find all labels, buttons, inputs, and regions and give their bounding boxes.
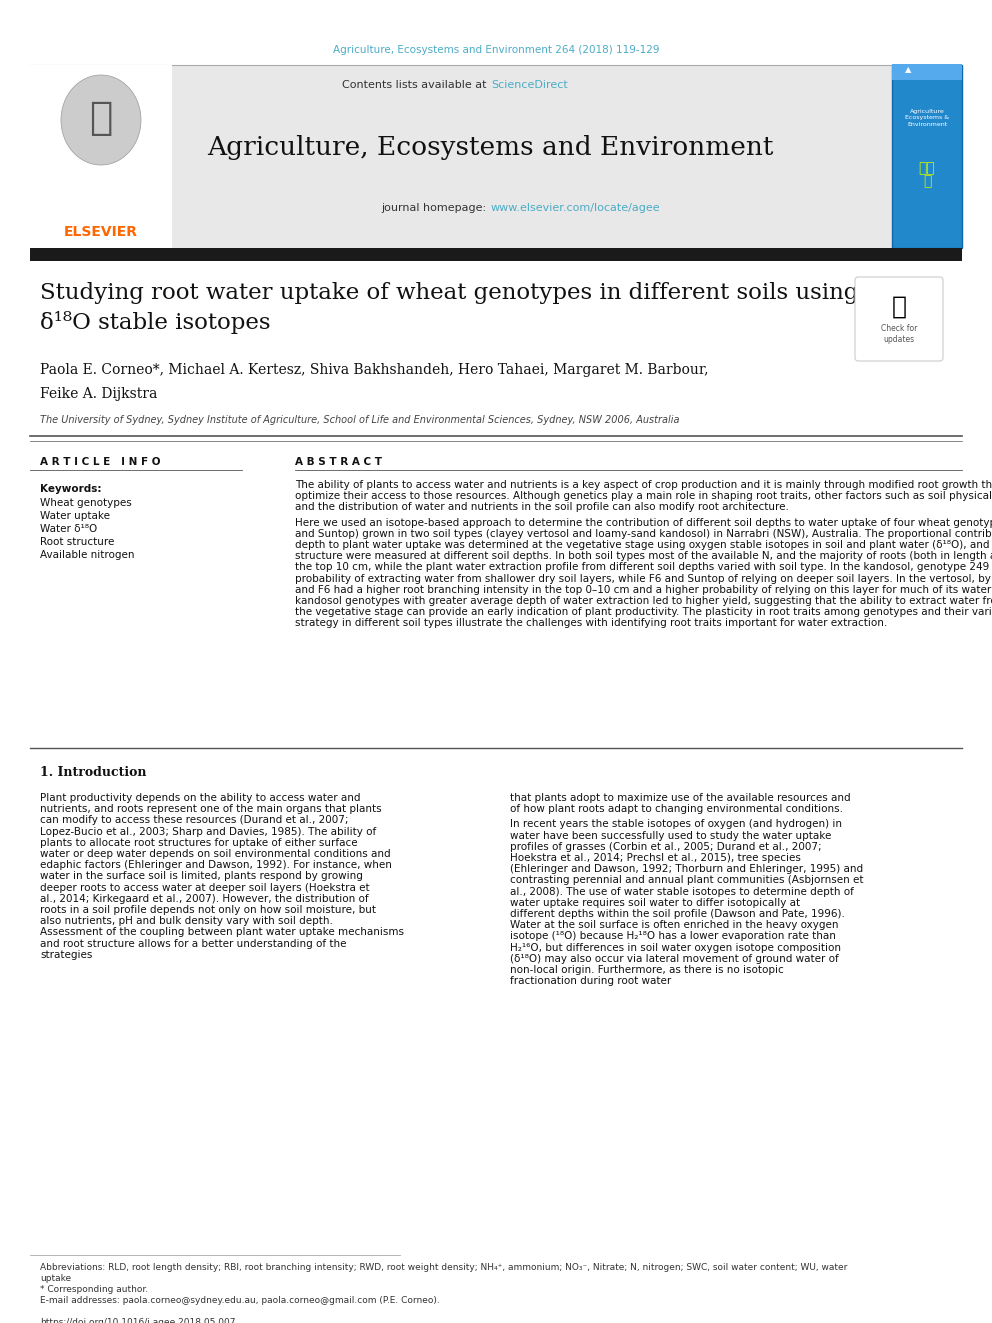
Text: Contents lists available at: Contents lists available at [342, 79, 490, 90]
Text: δ¹⁸O stable isotopes: δ¹⁸O stable isotopes [40, 311, 271, 333]
Text: In recent years the stable isotopes of oxygen (and hydrogen) in: In recent years the stable isotopes of o… [510, 819, 842, 830]
Text: water uptake requires soil water to differ isotopically at: water uptake requires soil water to diff… [510, 898, 801, 908]
Text: water or deep water depends on soil environmental conditions and: water or deep water depends on soil envi… [40, 849, 391, 859]
Text: depth to plant water uptake was determined at the vegetative stage using oxygen : depth to plant water uptake was determin… [295, 540, 992, 550]
Text: Assessment of the coupling between plant water uptake mechanisms: Assessment of the coupling between plant… [40, 927, 404, 938]
Text: strategy in different soil types illustrate the challenges with identifying root: strategy in different soil types illustr… [295, 618, 887, 628]
Text: edaphic factors (Ehleringer and Dawson, 1992). For instance, when: edaphic factors (Ehleringer and Dawson, … [40, 860, 392, 871]
Text: deeper roots to access water at deeper soil layers (Hoekstra et: deeper roots to access water at deeper s… [40, 882, 370, 893]
Text: Water at the soil surface is often enriched in the heavy oxygen: Water at the soil surface is often enric… [510, 921, 838, 930]
Text: Agriculture, Ecosystems and Environment: Agriculture, Ecosystems and Environment [206, 135, 773, 160]
Bar [30, 65, 892, 247]
Text: Studying root water uptake of wheat genotypes in different soils using water: Studying root water uptake of wheat geno… [40, 282, 932, 304]
Text: E-mail addresses: paola.corneo@sydney.edu.au, paola.corneo@gmail.com (P.E. Corne: E-mail addresses: paola.corneo@sydney.ed… [40, 1297, 439, 1304]
Text: al., 2008). The use of water stable isotopes to determine depth of: al., 2008). The use of water stable isot… [510, 886, 854, 897]
Text: the top 10 cm, while the plant water extraction profile from different soil dept: the top 10 cm, while the plant water ext… [295, 562, 992, 573]
Text: water in the surface soil is limited, plants respond by growing: water in the surface soil is limited, pl… [40, 872, 363, 881]
FancyBboxPatch shape [855, 277, 943, 361]
Text: Here we used an isotope-based approach to determine the contribution of differen: Here we used an isotope-based approach t… [295, 517, 992, 528]
Text: and Suntop) grown in two soil types (clayey vertosol and loamy-sand kandosol) in: and Suntop) grown in two soil types (cla… [295, 529, 992, 538]
Text: A R T I C L E   I N F O: A R T I C L E I N F O [40, 456, 161, 467]
Text: fractionation during root water: fractionation during root water [510, 976, 672, 986]
Text: Lopez-Bucio et al., 2003; Sharp and Davies, 1985). The ability of: Lopez-Bucio et al., 2003; Sharp and Davi… [40, 827, 376, 836]
Text: Wheat genotypes: Wheat genotypes [40, 497, 132, 508]
Text: 🌲: 🌲 [89, 99, 113, 138]
Text: and root structure allows for a better understanding of the: and root structure allows for a better u… [40, 938, 346, 949]
Text: ▲: ▲ [905, 65, 912, 74]
Text: * Corresponding author.: * Corresponding author. [40, 1285, 148, 1294]
Text: and the distribution of water and nutrients in the soil profile can also modify : and the distribution of water and nutrie… [295, 503, 789, 512]
Text: optimize their access to those resources. Although genetics play a main role in : optimize their access to those resources… [295, 491, 992, 501]
Text: Available nitrogen: Available nitrogen [40, 550, 135, 560]
Bar [892, 64, 962, 79]
Text: probability of extracting water from shallower dry soil layers, while F6 and Sun: probability of extracting water from sha… [295, 574, 992, 583]
Text: Check for
updates: Check for updates [881, 324, 918, 344]
Text: al., 2014; Kirkegaard et al., 2007). However, the distribution of: al., 2014; Kirkegaard et al., 2007). How… [40, 894, 369, 904]
Text: water have been successfully used to study the water uptake: water have been successfully used to stu… [510, 831, 831, 840]
Text: Water δ¹⁸O: Water δ¹⁸O [40, 524, 97, 534]
Text: can modify to access these resources (Durand et al., 2007;: can modify to access these resources (Du… [40, 815, 348, 826]
Text: Keywords:: Keywords: [40, 484, 101, 493]
Text: H₂¹⁶O, but differences in soil water oxygen isotope composition: H₂¹⁶O, but differences in soil water oxy… [510, 942, 841, 953]
Text: kandosol genotypes with greater average depth of water extraction led to higher : kandosol genotypes with greater average … [295, 595, 992, 606]
Text: profiles of grasses (Corbin et al., 2005; Durand et al., 2007;: profiles of grasses (Corbin et al., 2005… [510, 841, 821, 852]
Text: Agriculture
Ecosystems &
Environment: Agriculture Ecosystems & Environment [905, 108, 949, 127]
Text: ScienceDirect: ScienceDirect [491, 79, 567, 90]
Ellipse shape [61, 75, 141, 165]
Text: 🔵: 🔵 [892, 295, 907, 319]
Bar [30, 247, 962, 261]
Text: and F6 had a higher root branching intensity in the top 0–10 cm and a higher pro: and F6 had a higher root branching inten… [295, 585, 992, 595]
Text: nutrients, and roots represent one of the main organs that plants: nutrients, and roots represent one of th… [40, 804, 382, 814]
Text: ELSEVIER
Tree: ELSEVIER Tree [78, 134, 124, 156]
Text: Root structure: Root structure [40, 537, 114, 546]
Text: The University of Sydney, Sydney Institute of Agriculture, School of Life and En: The University of Sydney, Sydney Institu… [40, 415, 680, 425]
Text: https://doi.org/10.1016/j.agee.2018.05.007: https://doi.org/10.1016/j.agee.2018.05.0… [40, 1318, 235, 1323]
Text: The ability of plants to access water and nutrients is a key aspect of crop prod: The ability of plants to access water an… [295, 480, 992, 490]
Text: structure were measured at different soil depths. In both soil types most of the: structure were measured at different soi… [295, 552, 992, 561]
Text: ELSEVIER: ELSEVIER [64, 225, 138, 239]
Text: Feike A. Dijkstra: Feike A. Dijkstra [40, 388, 158, 401]
Text: Agriculture, Ecosystems and Environment 264 (2018) 119-129: Agriculture, Ecosystems and Environment … [332, 45, 660, 56]
Text: Plant productivity depends on the ability to access water and: Plant productivity depends on the abilit… [40, 792, 360, 803]
Text: contrasting perennial and annual plant communities (Asbjornsen et: contrasting perennial and annual plant c… [510, 876, 863, 885]
Text: uptake: uptake [40, 1274, 71, 1283]
Text: of how plant roots adapt to changing environmental conditions.: of how plant roots adapt to changing env… [510, 804, 843, 814]
Text: also nutrients, pH and bulk density vary with soil depth.: also nutrients, pH and bulk density vary… [40, 917, 333, 926]
Text: (Ehleringer and Dawson, 1992; Thorburn and Ehleringer, 1995) and: (Ehleringer and Dawson, 1992; Thorburn a… [510, 864, 863, 875]
Bar [892, 65, 962, 247]
Text: non-local origin. Furthermore, as there is no isotopic: non-local origin. Furthermore, as there … [510, 964, 784, 975]
Text: different depths within the soil profile (Dawson and Pate, 1996).: different depths within the soil profile… [510, 909, 845, 919]
Bar [30, 65, 172, 247]
Text: that plants adopt to maximize use of the available resources and: that plants adopt to maximize use of the… [510, 792, 850, 803]
Text: roots in a soil profile depends not only on how soil moisture, but: roots in a soil profile depends not only… [40, 905, 376, 916]
Text: the vegetative stage can provide an early indication of plant productivity. The : the vegetative stage can provide an earl… [295, 607, 992, 618]
Text: Water uptake: Water uptake [40, 511, 110, 521]
Text: strategies: strategies [40, 950, 92, 959]
Text: (δ¹⁸O) may also occur via lateral movement of ground water of: (δ¹⁸O) may also occur via lateral moveme… [510, 954, 839, 963]
Text: journal homepage:: journal homepage: [381, 202, 490, 213]
Text: Hoekstra et al., 2014; Prechsl et al., 2015), tree species: Hoekstra et al., 2014; Prechsl et al., 2… [510, 853, 801, 863]
Text: Abbreviations: RLD, root length density; RBI, root branching intensity; RWD, roo: Abbreviations: RLD, root length density;… [40, 1263, 847, 1271]
Text: plants to allocate root structures for uptake of either surface: plants to allocate root structures for u… [40, 837, 358, 848]
Text: 1. Introduction: 1. Introduction [40, 766, 147, 779]
Text: www.elsevier.com/locate/agee: www.elsevier.com/locate/agee [491, 202, 661, 213]
Text: 🌿🌿
🌿: 🌿🌿 🌿 [919, 161, 935, 188]
Text: A B S T R A C T: A B S T R A C T [295, 456, 382, 467]
Text: Paola E. Corneo*, Michael A. Kertesz, Shiva Bakhshandeh, Hero Tahaei, Margaret M: Paola E. Corneo*, Michael A. Kertesz, Sh… [40, 363, 708, 377]
Text: isotope (¹⁸O) because H₂¹⁸O has a lower evaporation rate than: isotope (¹⁸O) because H₂¹⁸O has a lower … [510, 931, 836, 942]
